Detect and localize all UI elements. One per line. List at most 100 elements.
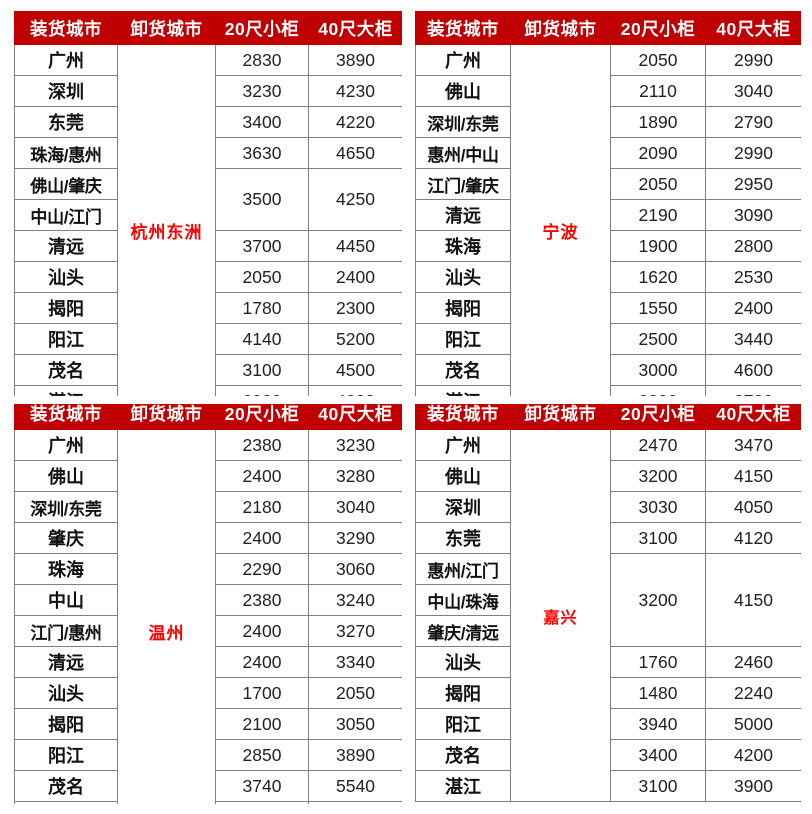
table-header-row: 装货城市 卸货城市 20尺小柜 40尺大柜 [14,11,402,45]
table-row: 珠海 2290 3060 [14,553,402,585]
cell-origin-city: 佛山/肇庆 [14,168,118,200]
cell-origin-city: 深圳 [415,491,511,523]
rate-table-jiaxing: 装货城市 卸货城市 20尺小柜 40尺大柜 广州 嘉兴 2470 3470 佛山 3200… [415,404,801,804]
cell-price-20ft: 2090 [610,137,706,169]
table-row: 中山/珠海 [415,584,802,616]
cell-price-20ft: 3940 [610,708,706,740]
table-row: 广州 宁波 2050 2990 [415,44,801,396]
cell-origin-city: 阳江 [14,739,118,771]
cell-price-20ft: 2400 [215,460,309,492]
cell-price-20ft: 1620 [610,261,706,293]
cell-origin-city: 湛江 [415,770,511,802]
table-row: 揭阳 1780 2300 [14,292,402,324]
table-row: 湛江 29004200 [14,385,402,396]
cell-price-40ft: 3470 [705,429,801,461]
table-row: 惠州/江门 3200 4150 [415,553,801,647]
cell-origin-city: 广州 [415,429,511,461]
cell-price-20ft: 2830 [215,44,309,76]
table-row: 阳江 3940 5000 [415,708,801,740]
rate-table-wenzhou: 装货城市 卸货城市 20尺小柜 40尺大柜 广州 温州 2380 3230 佛山 2400… [14,404,402,804]
cell-price-20ft: 3100 [610,770,706,802]
cell-price-40ft: 4120 [705,522,801,554]
rate-table-ningbo: 装货城市 卸货城市 20尺小柜 40尺大柜 广州 宁波 2050 2990 佛山 2110… [415,11,801,396]
table-row: 汕头 1620 2530 [415,261,801,293]
cell-price-20ft: 3030 [610,491,706,523]
cell-price-40ft: 3280 [308,460,402,492]
table-row: 中山 2380 3240 [14,584,402,616]
cell-price-20ft: 1780 [215,292,309,324]
cell-origin-city: 东莞 [14,106,118,138]
cell-price-20ft: 3400 [215,106,309,138]
cell-price-20ft: 2100 [215,708,309,740]
cell-price-40ft: 2300 [308,292,402,324]
cell-origin-city: 佛山 [14,460,118,492]
cell-origin-city: 汕头 [14,677,118,709]
cell-origin-city: 肇庆 [14,522,118,554]
cell-price-40ft: 3230 [308,429,402,461]
cell-price-40ft: 3050 [308,708,402,740]
cell-price-40ft: 2800 [705,230,801,262]
cell-origin-city: 中山 [14,584,118,616]
table-row: 湛江 3100 3900 [415,770,801,802]
table-row: 肇庆/清远 [415,615,802,647]
cell-origin-city: 清远 [415,199,511,231]
cell-price-40ft: 3240 [308,584,402,616]
cell-price-40ft: 5540 [308,770,402,802]
cell-price-40ft: 4200 [308,385,402,396]
table-row: 清远 2400 3340 [14,646,402,678]
header-destination-city: 卸货城市 [510,11,611,45]
table-row: 珠海 1900 2800 [415,230,801,262]
cell-price-20ft: 3200 [610,460,706,492]
table-row: 中山/江门 [14,199,403,231]
cell-price-20ft: 2850 [215,739,309,771]
cell-destination-city: 嘉兴 [510,429,611,802]
cell-origin-city: 汕头 [14,261,118,293]
cell-price-40ft: 5000 [705,708,801,740]
cell-price-40ft: 4200 [705,739,801,771]
cell-price-20ft: 1550 [610,292,706,324]
cell-origin-city: 揭阳 [14,708,118,740]
cell-price-20ft: 2400 [215,646,309,678]
cell-origin-city: 湛江 [415,385,511,396]
cell-origin-city: 肇庆/清远 [415,615,511,647]
cell-price-40ft: 4000 [308,801,402,804]
cell-price-40ft: 4230 [308,75,402,107]
cell-origin-city: 惠州/中山 [415,137,511,169]
table-row: 珠海/惠州 3630 4650 [14,137,402,169]
cell-price-20ft: 1900 [610,230,706,262]
table-row: 清远 2190 3090 [415,199,801,231]
cell-origin-city: 汕头 [415,261,511,293]
table-row: 湛江 28003700 [415,385,801,396]
cell-price-20ft: 3400 [610,739,706,771]
rate-table-hangzhou-dongzhou: 装货城市 卸货城市 20尺小柜 40尺大柜 广州 杭州东洲 2830 3890 深圳 32… [14,11,402,396]
cell-price-40ft: 4220 [308,106,402,138]
table-row: 江门/肇庆 2050 2950 [415,168,801,200]
cell-origin-city: 深圳/东莞 [14,491,118,523]
cell-origin-city: 广州 [14,44,118,76]
table-row: 广州 嘉兴 2470 3470 [415,429,801,802]
cell-price-40ft: 2400 [705,292,801,324]
cell-price-40ft: 2950 [705,168,801,200]
cell-price-40ft: 2990 [705,137,801,169]
table-row: 揭阳 1550 2400 [415,292,801,324]
cell-price-40ft: 2790 [705,106,801,138]
cell-origin-city: 珠海 [14,553,118,585]
cell-price-20ft: 3740 [215,770,309,802]
freight-table: 装货城市 卸货城市 20尺小柜 40尺大柜 广州 温州 2380 3230 佛山 2400… [14,404,402,804]
table-row: 湛江 34504000 [14,801,402,804]
header-destination-city: 卸货城市 [117,11,216,45]
header-container-20ft: 20尺小柜 [215,404,309,430]
cell-origin-city: 深圳 [14,75,118,107]
table-header-row: 装货城市 卸货城市 20尺小柜 40尺大柜 [415,11,801,45]
cell-price-40ft: 2050 [308,677,402,709]
cell-origin-city: 广州 [415,44,511,76]
table-row: 茂名 3400 4200 [415,739,801,771]
cell-origin-city: 揭阳 [14,292,118,324]
table-row: 揭阳 2100 3050 [14,708,402,740]
table-row: 广州 杭州东洲 2830 3890 [14,44,402,396]
cell-price-20ft: 3100 [215,354,309,386]
cell-price-20ft: 3630 [215,137,309,169]
header-destination-city: 卸货城市 [510,404,611,430]
table-row: 广州 温州 2380 3230 [14,429,402,804]
